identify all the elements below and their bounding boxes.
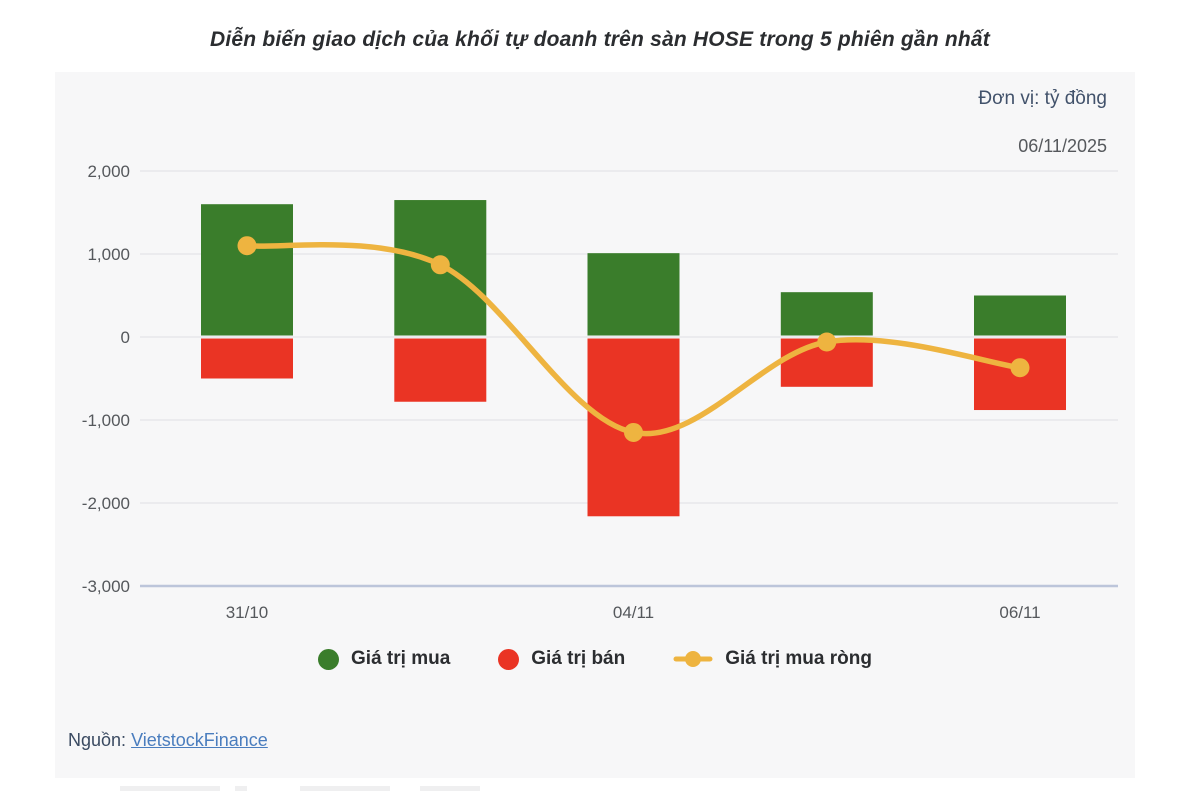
x-tick-label: 06/11 — [999, 603, 1040, 622]
unit-label: Đơn vị: tỷ đồng — [978, 88, 1107, 109]
sell-bar — [394, 338, 487, 402]
sell-bar — [201, 338, 293, 379]
chart-canvas: 2,000 1,000 0 -1,000 -2,000 -3,000 31/10 04/11 0… — [82, 162, 1118, 622]
cutoff-artifact — [300, 786, 390, 791]
y-tick-label: -1,000 — [82, 411, 130, 430]
legend-item-net: Giá trị mua ròng — [673, 648, 872, 670]
sell-series-swatch-icon — [498, 648, 520, 670]
buy-bar — [974, 295, 1066, 336]
legend-item-buy: Giá trị mua — [318, 648, 450, 670]
legend-item-sell: Giá trị bán — [498, 648, 625, 670]
chart-card: Đơn vị: tỷ đồng 06/11/2025 2,000 1,000 0 -1… — [55, 72, 1135, 778]
buy-bar — [587, 253, 680, 336]
net-point — [817, 332, 837, 352]
source-line: Nguồn: VietstockFinance — [68, 730, 268, 751]
y-tick-label: 2,000 — [87, 162, 130, 181]
cutoff-artifact — [235, 786, 247, 791]
net-series-line-dot-icon — [673, 651, 713, 667]
net-point — [237, 236, 257, 256]
buy-bar — [780, 292, 873, 336]
legend-label-net: Giá trị mua ròng — [725, 648, 872, 669]
x-tick-label: 31/10 — [226, 603, 269, 622]
net-point — [624, 422, 643, 442]
net-point — [430, 255, 450, 275]
y-tick-label: 0 — [121, 328, 130, 347]
legend-label-sell: Giá trị bán — [531, 648, 626, 669]
y-tick-label: -3,000 — [82, 577, 130, 596]
y-tick-label: -2,000 — [82, 494, 130, 513]
cutoff-artifact — [120, 786, 220, 791]
y-tick-label: 1,000 — [87, 245, 130, 264]
cutoff-artifact — [420, 786, 480, 791]
date-label: 06/11/2025 — [1018, 136, 1107, 156]
chart-legend: Giá trị mua Giá trị bán Giá trị mua ròng — [55, 648, 1135, 670]
legend-label-buy: Giá trị mua — [351, 648, 451, 669]
page-title: Diễn biến giao dịch của khối tự doanh tr… — [209, 28, 991, 51]
source-label: Nguồn: — [68, 730, 127, 750]
net-point — [1010, 358, 1030, 378]
x-tick-label: 04/11 — [613, 603, 654, 622]
buy-series-swatch-icon — [318, 648, 340, 670]
buy-bar — [201, 204, 293, 336]
source-link[interactable]: VietstockFinance — [131, 730, 268, 750]
